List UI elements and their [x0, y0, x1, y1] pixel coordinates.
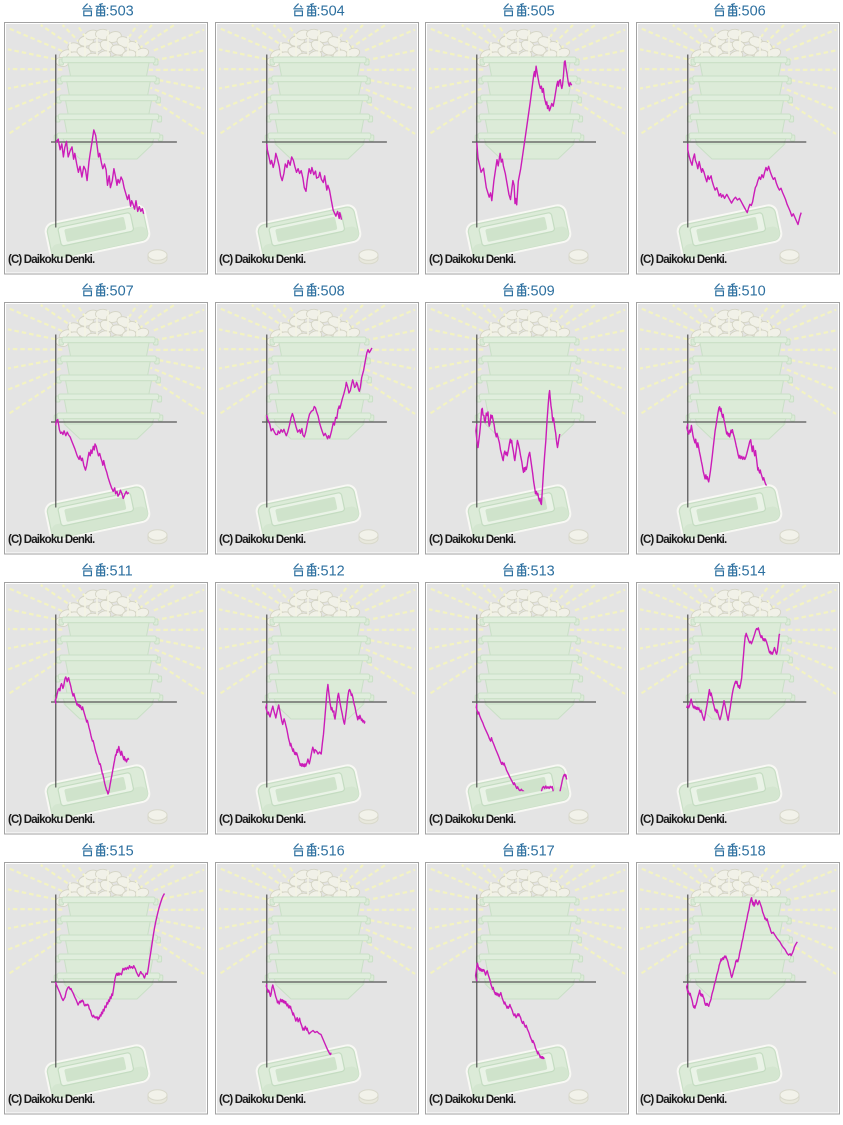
svg-text::513: :513 [527, 564, 555, 580]
svg-text::507: :507 [106, 284, 134, 300]
svg-text::506: :506 [738, 4, 766, 20]
svg-text::515: :515 [106, 844, 134, 860]
svg-text::514: :514 [738, 564, 766, 580]
svg-text::510: :510 [738, 284, 766, 300]
svg-text::503: :503 [106, 4, 134, 20]
svg-text::512: :512 [317, 564, 345, 580]
svg-text::511: :511 [106, 564, 133, 580]
svg-text::509: :509 [527, 284, 555, 300]
svg-text::508: :508 [317, 284, 345, 300]
svg-text::516: :516 [317, 844, 345, 860]
svg-text::518: :518 [738, 844, 766, 860]
svg-text::504: :504 [317, 4, 345, 20]
svg-text::517: :517 [527, 844, 555, 860]
svg-text::505: :505 [527, 4, 555, 20]
